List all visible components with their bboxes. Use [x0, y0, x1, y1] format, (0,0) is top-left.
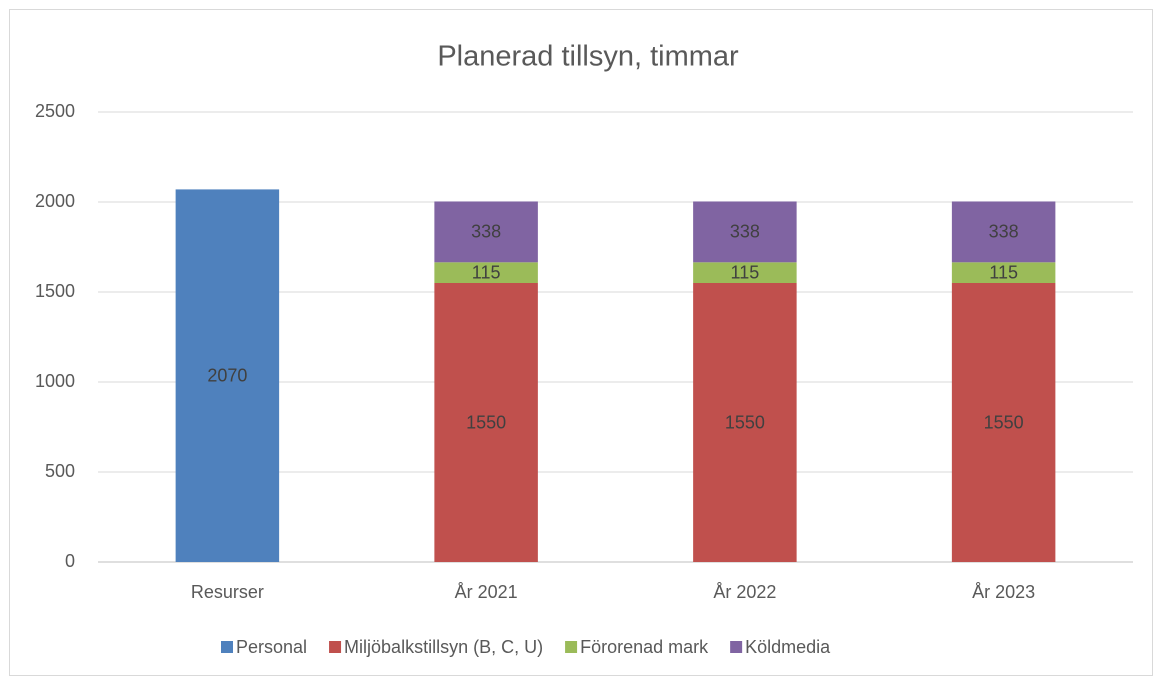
y-tick-label: 0 [65, 551, 75, 571]
bar-segment [951, 262, 1056, 283]
legend-swatch [730, 641, 743, 653]
y-tick-label: 1500 [35, 281, 75, 301]
data-label: 338 [471, 222, 501, 242]
bar-segment [434, 201, 538, 263]
legend-swatch [565, 641, 578, 653]
data-label: 115 [472, 262, 501, 282]
legend-swatch [329, 641, 342, 653]
y-tick-label: 2000 [35, 191, 75, 211]
bar-segment [434, 262, 538, 283]
x-tick-label: År 2022 [713, 582, 776, 602]
bar-segment [434, 283, 538, 562]
legend-swatch [221, 641, 233, 653]
data-label: 1550 [466, 412, 506, 432]
bar-segment [693, 283, 797, 562]
bar-segment [951, 283, 1056, 562]
bar-segment [693, 262, 797, 283]
data-label: 338 [989, 222, 1019, 242]
data-label: 338 [730, 222, 760, 242]
data-label: 2070 [207, 365, 247, 385]
data-label: 115 [989, 262, 1018, 282]
x-tick-label: Resurser [191, 582, 264, 602]
bar-segment [175, 189, 280, 562]
legend-label: Förorenad mark [580, 637, 709, 657]
legend-label: Köldmedia [745, 637, 831, 657]
legend-label: Miljöbalkstillsyn (B, C, U) [344, 637, 543, 657]
data-label: 115 [731, 262, 760, 282]
bar-segment [951, 201, 1056, 263]
x-tick-label: År 2023 [972, 582, 1035, 602]
y-tick-label: 2500 [35, 101, 75, 121]
y-tick-label: 500 [45, 461, 75, 481]
data-label: 1550 [984, 412, 1024, 432]
legend-label: Personal [236, 637, 307, 657]
chart-title: Planerad tillsyn, timmar [437, 41, 739, 73]
y-tick-label: 1000 [35, 371, 75, 391]
data-label: 1550 [725, 412, 765, 432]
bar-segment [693, 201, 797, 263]
x-tick-label: År 2021 [455, 582, 518, 602]
